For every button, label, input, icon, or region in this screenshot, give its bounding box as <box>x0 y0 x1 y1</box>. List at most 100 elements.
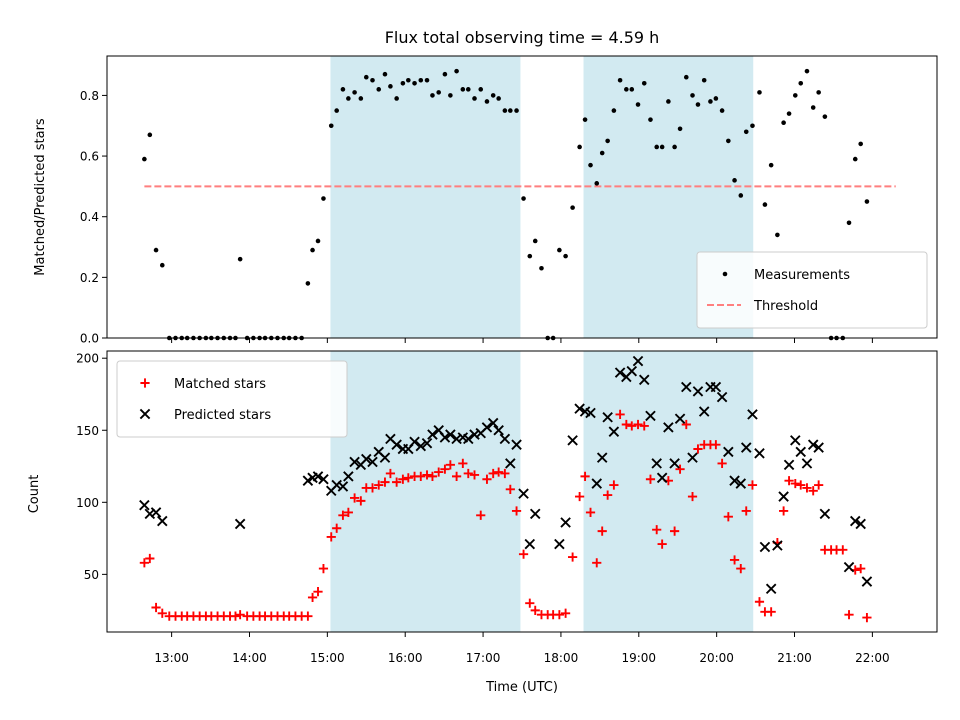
observing-window-top-0 <box>330 56 521 338</box>
data-point <box>690 93 695 98</box>
x-tick-label: 22:00 <box>855 651 890 665</box>
data-point <box>723 446 734 458</box>
x-axis-label: Time (UTC) <box>485 680 558 695</box>
data-point <box>716 391 728 403</box>
data-point <box>792 93 798 98</box>
data-point <box>305 281 311 286</box>
data-point <box>403 473 413 483</box>
data-point <box>153 247 159 253</box>
data-point <box>318 563 329 574</box>
data-point <box>340 87 346 92</box>
data-point <box>732 178 737 183</box>
data-point <box>508 108 513 113</box>
legend-swatch <box>722 271 728 277</box>
data-point <box>427 471 438 481</box>
legend-swatch <box>140 378 150 388</box>
data-point <box>554 610 564 620</box>
ratio-panel: 0.0 0.2 0.4 0.6 0.8 Measurements Threshold <box>80 55 938 346</box>
data-point <box>415 440 427 452</box>
legend-label: Measurements <box>754 268 850 283</box>
data-point <box>380 477 390 487</box>
data-point <box>784 476 794 486</box>
data-point <box>599 150 605 156</box>
data-point <box>645 474 656 484</box>
y-axis-label-count: Count <box>27 475 42 514</box>
data-point <box>326 532 336 542</box>
data-point <box>343 471 354 482</box>
data-point <box>666 99 671 104</box>
data-point <box>539 265 544 271</box>
data-point <box>577 144 582 150</box>
x-tick-label: 20:00 <box>699 651 734 665</box>
data-point <box>409 436 420 448</box>
data-point <box>157 608 167 618</box>
data-point <box>633 419 643 430</box>
data-point <box>611 108 617 113</box>
data-point <box>502 108 508 113</box>
data-point <box>657 539 667 549</box>
data-point <box>561 608 571 618</box>
data-point <box>692 386 704 397</box>
data-point <box>701 77 707 83</box>
data-point <box>856 563 866 574</box>
data-point <box>674 413 686 424</box>
data-point <box>635 102 641 107</box>
data-point <box>695 102 701 107</box>
data-point <box>234 518 246 530</box>
data-point <box>672 144 677 150</box>
data-point <box>145 553 155 564</box>
data-point <box>337 481 349 492</box>
data-point <box>795 446 807 458</box>
data-point <box>681 419 691 430</box>
count-panel: 50 100 150 200 13:00 14:00 15:00 16:00 17:00 18:0… <box>76 350 938 665</box>
data-point <box>334 108 339 113</box>
data-point <box>602 412 613 423</box>
data-point <box>790 478 800 489</box>
data-point <box>352 90 357 95</box>
data-point <box>343 507 353 517</box>
plot-frame-bottom <box>106 350 938 633</box>
data-point <box>406 77 411 83</box>
data-point <box>422 470 432 480</box>
data-point <box>237 256 243 262</box>
data-point <box>849 515 861 527</box>
data-point <box>624 87 629 92</box>
data-point <box>632 355 644 367</box>
data-point <box>349 493 360 503</box>
legend-bottom: Matched stars Predicted stars <box>116 360 348 438</box>
legend-swatch <box>139 408 151 420</box>
data-point <box>463 468 473 479</box>
data-point <box>852 156 858 162</box>
data-point <box>750 123 755 129</box>
data-point <box>458 458 468 468</box>
data-point <box>331 479 342 491</box>
data-point <box>424 77 430 83</box>
data-point <box>585 507 596 517</box>
data-point <box>810 105 816 110</box>
data-point <box>560 517 571 528</box>
data-point <box>654 144 659 150</box>
data-point <box>436 90 441 95</box>
data-point <box>346 96 351 101</box>
y-tick-label: 200 <box>76 352 99 366</box>
data-point <box>862 612 872 623</box>
observing-window-bottom-0 <box>330 351 521 632</box>
legend-label: Threshold <box>753 299 818 314</box>
data-point <box>597 526 607 536</box>
data-point <box>768 162 774 168</box>
data-point <box>675 464 685 474</box>
legend-top: Measurements Threshold <box>696 251 928 329</box>
data-point <box>677 126 683 132</box>
data-point <box>627 421 637 431</box>
data-point <box>388 84 393 89</box>
legend-box <box>116 360 348 438</box>
data-point <box>484 99 490 104</box>
data-point <box>349 456 360 468</box>
data-point <box>798 80 804 86</box>
data-point <box>430 93 435 98</box>
data-point <box>505 484 515 494</box>
data-point <box>328 123 334 129</box>
data-point <box>476 510 486 520</box>
data-point <box>582 117 588 122</box>
data-point <box>864 199 870 204</box>
